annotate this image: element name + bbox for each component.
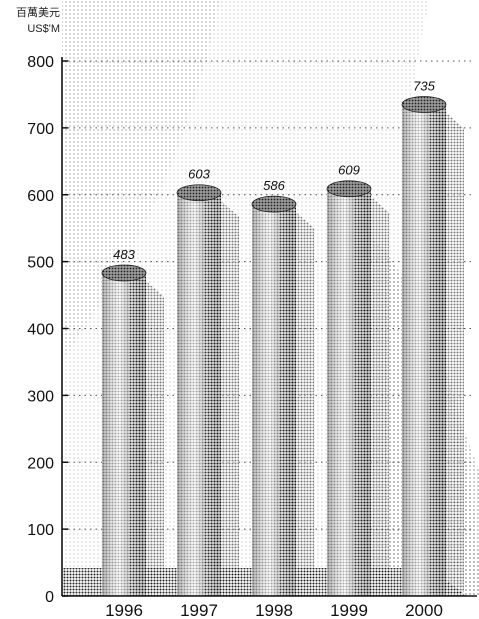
- y-tick-label: 600: [27, 188, 54, 205]
- x-tick-label: 2000: [405, 601, 443, 619]
- axes: 0 100 200 300 400 500 600 700 800 1996 1997 1998 199…: [27, 54, 477, 619]
- bar-dark-side: [429, 104, 446, 596]
- data-label: 609: [338, 163, 360, 178]
- bar-shadow: [146, 280, 164, 596]
- bar-group: 586: [251, 178, 314, 597]
- x-tick-label: 1998: [255, 601, 293, 619]
- bar-group: 603: [176, 167, 239, 596]
- unit-label-english: US$'M: [27, 23, 60, 35]
- data-label: 603: [188, 167, 210, 182]
- x-tick-label: 1996: [105, 601, 143, 619]
- bar-dark-side: [129, 272, 146, 596]
- x-tick-label: 1997: [180, 601, 218, 619]
- y-tick-label: 500: [27, 255, 54, 272]
- bar-top: [326, 180, 372, 198]
- bars: 483 603 586 609 735: [101, 78, 464, 597]
- bar-shadow: [221, 200, 239, 596]
- y-tick-label: 100: [27, 522, 54, 539]
- bar-top: [251, 195, 297, 213]
- data-label: 483: [113, 247, 135, 262]
- bar-shadow: [446, 112, 464, 596]
- data-label: 735: [413, 78, 435, 93]
- bar-top: [101, 264, 147, 282]
- bar-group: 735: [401, 78, 464, 596]
- y-tick-label: 800: [27, 54, 54, 71]
- bar-dark-side: [279, 204, 296, 597]
- y-tick-label: 400: [27, 322, 54, 339]
- bar-group: 609: [326, 163, 389, 596]
- bar-dark-side: [204, 192, 221, 596]
- bar-group: 483: [101, 247, 164, 596]
- bar-shadow: [296, 212, 314, 597]
- bar-dark-side: [354, 188, 371, 596]
- y-tick-label: 700: [27, 121, 54, 138]
- y-tick-label: 0: [45, 589, 54, 606]
- bar-shadow: [371, 196, 389, 596]
- data-label: 586: [263, 178, 285, 193]
- y-tick-label: 300: [27, 388, 54, 405]
- x-tick-label: 1999: [330, 601, 368, 619]
- unit-label-chinese: 百萬美元: [16, 7, 60, 19]
- y-tick-label: 200: [27, 455, 54, 472]
- bar-top: [176, 184, 222, 202]
- bar-top: [401, 96, 447, 113]
